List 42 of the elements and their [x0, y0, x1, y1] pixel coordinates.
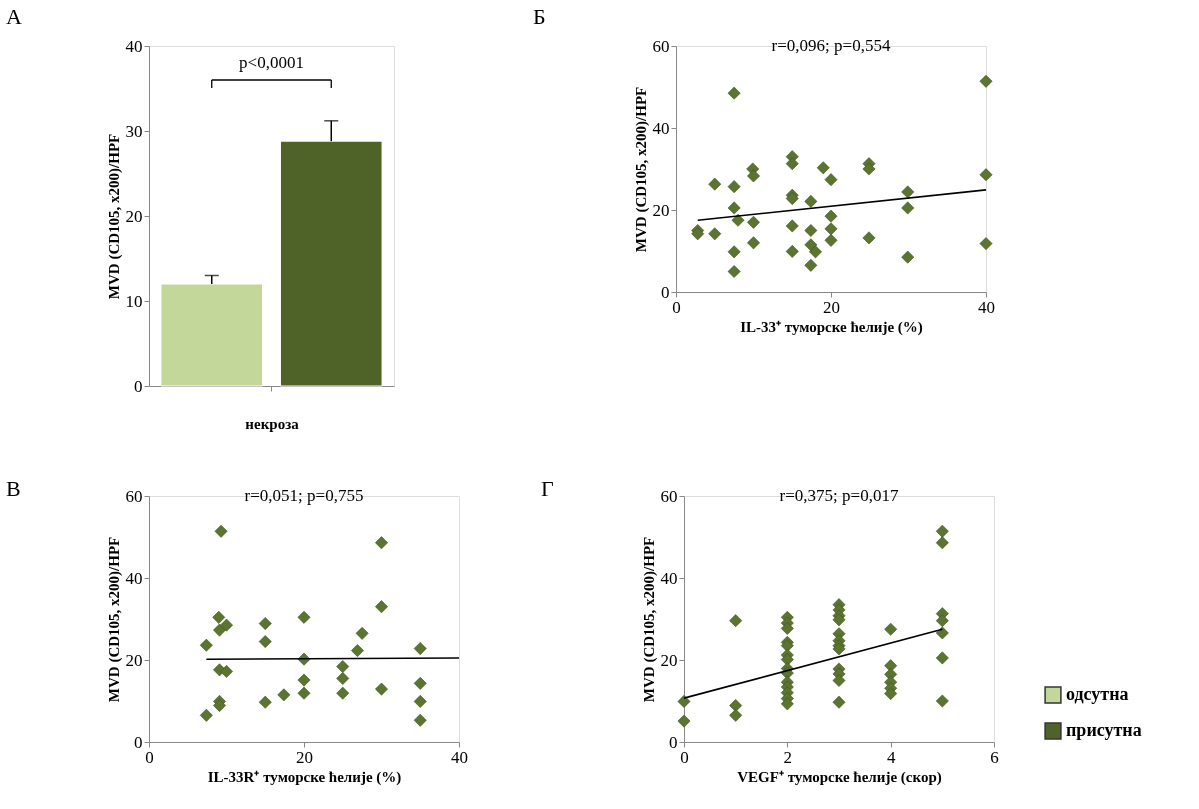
x-tick-label: 40 [451, 747, 468, 767]
legend-label: одсутна [1066, 684, 1129, 704]
y-tick-label: 60 [652, 36, 670, 56]
x-tick-label: 2 [783, 747, 793, 767]
x-axis-title: некроза [245, 416, 300, 432]
y-axis-title: MVD (CD105, x200)/HPF [640, 536, 658, 703]
y-tick-label: 20 [125, 650, 143, 670]
y-tick-label: 30 [125, 121, 143, 141]
chart-title: А [6, 4, 22, 29]
annotation: r=0,375; p=0,017 [779, 486, 899, 505]
x-tick-label: 20 [823, 297, 840, 317]
legend-label: присутна [1066, 720, 1142, 740]
y-tick-label: 0 [661, 282, 670, 302]
y-tick-label: 0 [134, 376, 143, 396]
y-tick-label: 20 [660, 650, 678, 670]
annotation: p<0,0001 [239, 53, 304, 72]
chart-title: Б [533, 4, 546, 29]
x-tick-label: 20 [296, 747, 313, 767]
y-tick-label: 20 [652, 200, 670, 220]
y-tick-label: 0 [134, 732, 143, 752]
y-tick-label: 40 [652, 118, 670, 138]
y-tick-label: 10 [125, 291, 143, 311]
annotation: r=0,051; p=0,755 [244, 486, 364, 505]
chart-title: Г [541, 476, 554, 501]
y-tick-label: 0 [669, 732, 678, 752]
y-tick-label: 40 [125, 568, 143, 588]
x-tick-label: 40 [978, 297, 995, 317]
x-axis-title: IL-33R⁺ туморске ћелије (%) [207, 768, 402, 786]
chart-title: В [6, 476, 21, 501]
x-axis-title: VEGF⁺ туморске ћелије (скор) [737, 768, 942, 786]
y-tick-label: 60 [125, 486, 143, 506]
y-axis-title: MVD (CD105, x200)/HPF [632, 86, 650, 253]
y-axis-title: MVD (CD105, x200)/HPF [105, 536, 123, 703]
y-tick-label: 40 [660, 568, 678, 588]
y-axis-title: MVD (CD105, x200)/HPF [105, 133, 123, 300]
annotation: r=0,096; p=0,554 [771, 36, 891, 55]
y-tick-label: 60 [660, 486, 678, 506]
x-tick-label: 4 [886, 747, 896, 767]
y-tick-label: 20 [125, 206, 143, 226]
x-tick-label: 6 [990, 747, 999, 767]
y-tick-label: 40 [125, 36, 143, 56]
x-axis-title: IL-33⁺ туморске ћелије (%) [740, 318, 923, 336]
